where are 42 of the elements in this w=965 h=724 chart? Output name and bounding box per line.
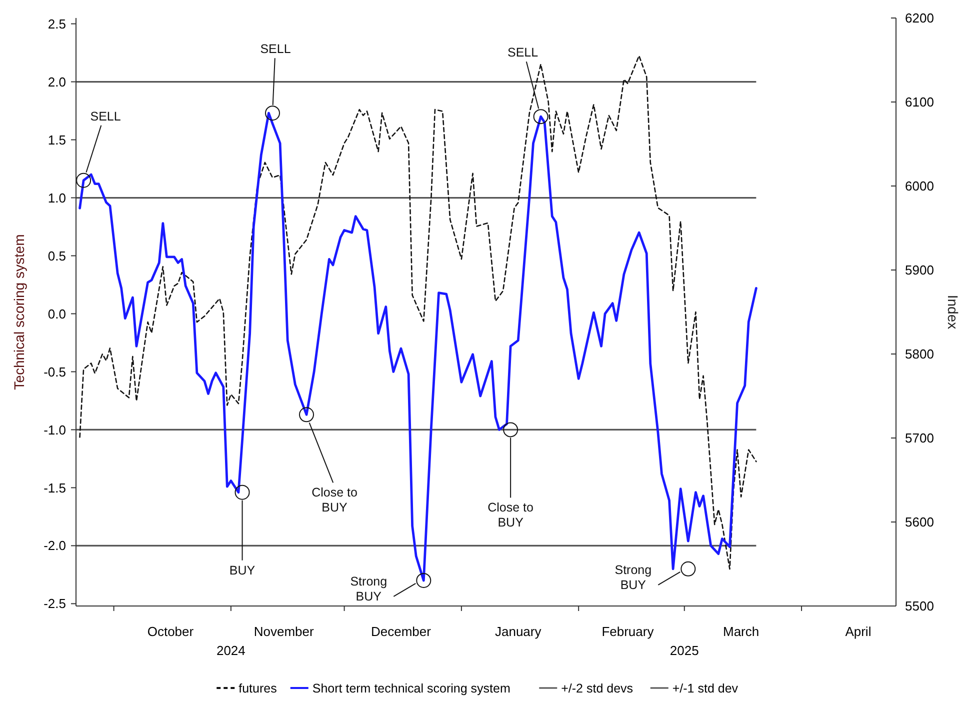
legend-label: +/-2 std devs xyxy=(561,681,634,696)
y2-tick-label: 6200 xyxy=(905,10,934,26)
annotation: SELL xyxy=(507,46,538,60)
y-tick-label: -1.5 xyxy=(44,480,66,496)
y-tick-label: 1.5 xyxy=(48,132,66,148)
x-tick-label: October xyxy=(147,624,194,639)
y-tick-label: -2.5 xyxy=(44,596,66,612)
x-tick-label: January xyxy=(494,624,542,639)
annotation: SELL xyxy=(260,42,291,56)
y2-tick-label: 5600 xyxy=(905,514,934,530)
y-tick-label: 2.5 xyxy=(48,16,66,32)
x-tick-label: March xyxy=(723,624,760,639)
y-tick-label: 0.0 xyxy=(48,306,66,322)
annotation: Close to BUY xyxy=(488,500,534,530)
x2-tick-label: 2024 xyxy=(216,643,246,658)
y-tick-label: 0.5 xyxy=(48,248,66,264)
y-tick-label: -1.0 xyxy=(44,422,66,438)
annotation: SELL xyxy=(90,109,121,124)
annotation: Close to BUY xyxy=(312,486,358,515)
y-tick-label: 2.0 xyxy=(48,74,66,90)
y2-tick-label: 6000 xyxy=(905,178,934,194)
legend-label: +/-1 std dev xyxy=(672,681,739,696)
x-tick-label: December xyxy=(370,624,432,639)
x-tick-label: February xyxy=(602,624,654,639)
legend-label: futures xyxy=(238,681,277,696)
y-tick-label: -0.5 xyxy=(44,364,66,380)
y2-tick-label: 5700 xyxy=(905,430,934,446)
annotation: Strong BUY xyxy=(614,562,652,592)
annotation: BUY xyxy=(229,563,256,578)
y2-tick-label: 5500 xyxy=(905,598,934,614)
x2-tick-label: 2025 xyxy=(670,643,699,658)
y2-tick-label: 5800 xyxy=(905,346,934,362)
x-tick-label: November xyxy=(254,624,314,639)
annotation: Strong BUY xyxy=(350,574,388,604)
y2-axis-title: Index xyxy=(945,294,961,330)
y-tick-label: 1.0 xyxy=(48,190,66,206)
y2-tick-label: 5900 xyxy=(905,262,934,278)
y2-tick-label: 6100 xyxy=(905,94,934,110)
y-axis-title: Technical scoring system xyxy=(11,234,27,390)
x-tick-label: April xyxy=(845,624,872,639)
legend-label: Short term technical scoring system xyxy=(312,681,510,696)
y-tick-label: -2.0 xyxy=(44,538,66,554)
